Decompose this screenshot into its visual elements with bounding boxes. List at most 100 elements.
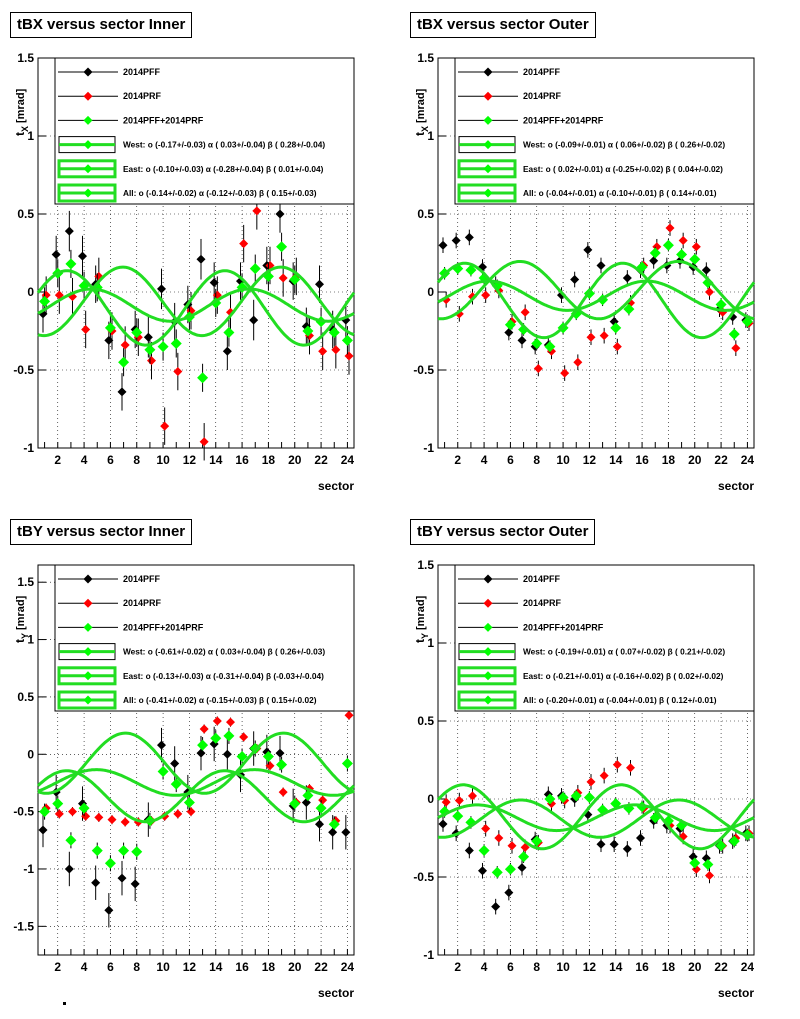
chart-title: tBX versus sector Outer bbox=[410, 12, 596, 38]
legend-entry: 2014PFF bbox=[58, 574, 161, 584]
data-point bbox=[517, 863, 527, 873]
y-tick-label: 0.5 bbox=[17, 690, 34, 704]
data-point bbox=[557, 791, 569, 803]
x-tick-label: 20 bbox=[688, 960, 702, 974]
data-point bbox=[315, 819, 325, 829]
data-point bbox=[65, 258, 77, 270]
y-tick-label: -1 bbox=[23, 441, 34, 455]
legend-label: West: o (-0.17+/-0.03) α ( 0.03+/-0.04) … bbox=[123, 140, 325, 150]
data-point bbox=[275, 748, 285, 758]
x-tick-label: 22 bbox=[314, 453, 328, 467]
data-series bbox=[39, 727, 353, 872]
data-point bbox=[341, 334, 353, 346]
fit-curve bbox=[437, 260, 755, 321]
data-point bbox=[518, 323, 530, 335]
x-tick-label: 8 bbox=[533, 453, 540, 467]
data-point bbox=[504, 888, 514, 898]
legend-marker bbox=[483, 67, 493, 77]
chart-tby-inner: 2 4 6 8 10 12 14 16 18 20 22 24-1.5-1-0.500.511.5se… bbox=[13, 564, 356, 1000]
y-tick-label: -0.5 bbox=[413, 363, 434, 377]
data-point bbox=[236, 751, 248, 763]
data-point bbox=[186, 807, 196, 817]
data-point bbox=[78, 799, 88, 809]
data-point bbox=[223, 327, 235, 339]
y-tick-label: 1.5 bbox=[417, 51, 434, 65]
data-point bbox=[328, 818, 340, 830]
x-tick-label: 18 bbox=[262, 960, 276, 974]
x-tick-label: 14 bbox=[609, 453, 623, 467]
x-axis-label: sector bbox=[318, 479, 354, 493]
data-point bbox=[249, 315, 259, 325]
legend-label: 2014PFF+2014PRF bbox=[123, 622, 204, 632]
data-point bbox=[276, 241, 288, 253]
data-point bbox=[625, 763, 635, 773]
legend-entry: 2014PFF bbox=[458, 574, 561, 584]
legend-marker bbox=[483, 622, 493, 632]
data-point bbox=[183, 796, 195, 808]
data-point bbox=[331, 345, 341, 355]
legend-marker bbox=[483, 115, 493, 125]
x-axis-label: sector bbox=[718, 479, 754, 493]
legend-marker bbox=[83, 647, 93, 657]
y-tick-label: 0.5 bbox=[417, 714, 434, 728]
x-tick-label: 18 bbox=[262, 453, 276, 467]
data-point bbox=[278, 787, 288, 797]
x-tick-label: 10 bbox=[556, 453, 570, 467]
x-tick-label: 6 bbox=[507, 453, 514, 467]
legend-label: West: o (-0.61+/-0.02) α ( 0.03+/-0.04) … bbox=[123, 647, 325, 657]
data-point bbox=[91, 845, 103, 857]
data-point bbox=[586, 777, 596, 787]
legend-marker bbox=[83, 67, 93, 77]
data-point bbox=[78, 802, 90, 814]
y-tick-label: 0.5 bbox=[17, 207, 34, 221]
data-point bbox=[170, 337, 182, 349]
data-point bbox=[157, 284, 167, 294]
data-point bbox=[157, 765, 169, 777]
data-point bbox=[146, 356, 156, 366]
x-tick-label: 16 bbox=[235, 453, 249, 467]
data-point bbox=[341, 757, 353, 769]
data-point bbox=[583, 245, 593, 255]
x-tick-label: 10 bbox=[156, 453, 170, 467]
x-tick-label: 6 bbox=[107, 453, 114, 467]
x-tick-label: 22 bbox=[314, 960, 328, 974]
data-point bbox=[341, 827, 351, 837]
x-tick-label: 16 bbox=[635, 960, 649, 974]
data-point bbox=[478, 866, 488, 876]
data-point bbox=[223, 730, 235, 742]
data-point bbox=[715, 840, 727, 852]
data-point bbox=[117, 387, 127, 397]
data-point bbox=[276, 759, 288, 771]
fit-curve bbox=[437, 798, 755, 839]
data-point bbox=[465, 264, 477, 276]
data-point bbox=[144, 344, 156, 356]
data-point bbox=[478, 844, 490, 856]
legend-entry: 2014PRF bbox=[58, 598, 162, 608]
x-tick-label: 12 bbox=[583, 453, 597, 467]
data-point bbox=[262, 751, 274, 763]
legend-label: 2014PFF bbox=[523, 574, 561, 584]
x-tick-label: 12 bbox=[183, 453, 197, 467]
legend-entry: 2014PFF+2014PRF bbox=[58, 115, 204, 125]
chart-title: tBX versus sector Inner bbox=[10, 12, 193, 38]
data-point bbox=[315, 279, 325, 289]
data-point bbox=[67, 807, 77, 817]
legend-box bbox=[54, 57, 355, 205]
data-point bbox=[104, 322, 116, 334]
y-tick-label: 0 bbox=[27, 747, 34, 761]
data-point bbox=[467, 292, 477, 302]
legend-label: 2014PFF bbox=[123, 574, 161, 584]
data-point bbox=[451, 236, 461, 246]
x-tick-label: 22 bbox=[714, 453, 728, 467]
y-tick-label: 1 bbox=[427, 129, 434, 143]
legend-entry: 2014PRF bbox=[58, 91, 162, 101]
legend-entry: 2014PFF+2014PRF bbox=[58, 622, 204, 632]
legend-label: All: o (-0.04+/-0.01) α (-0.10+/-0.01) β… bbox=[523, 188, 717, 198]
data-point bbox=[173, 367, 183, 377]
data-point bbox=[157, 341, 169, 353]
data-point bbox=[209, 739, 219, 749]
data-point bbox=[265, 761, 275, 771]
data-point bbox=[478, 262, 488, 272]
data-point bbox=[252, 206, 262, 216]
data-point bbox=[596, 839, 606, 849]
